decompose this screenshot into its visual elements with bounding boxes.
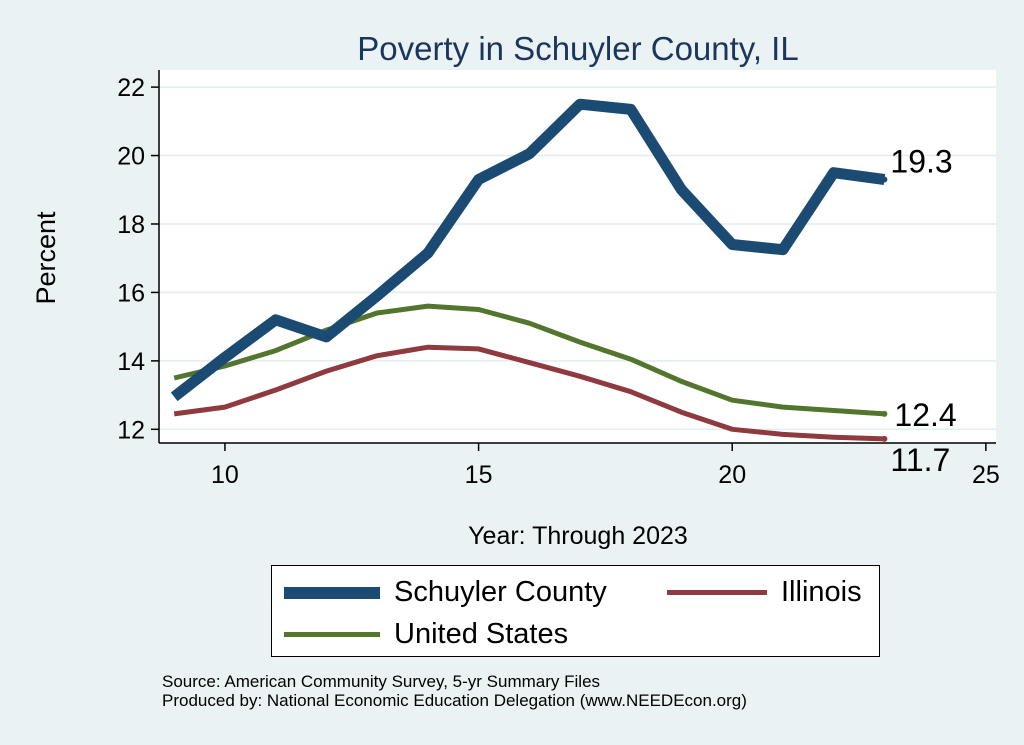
legend-swatch-illinois xyxy=(667,590,767,595)
x-tick-label: 20 xyxy=(718,461,746,489)
legend-label-us: United States xyxy=(394,618,568,651)
y-tick-label: 20 xyxy=(117,143,145,171)
end-value-label: 11.7 xyxy=(890,442,950,478)
legend-item-schuyler: Schuyler County xyxy=(284,576,607,609)
chart-title: Poverty in Schuyler County, IL xyxy=(357,30,798,67)
y-tick-label: 22 xyxy=(117,74,145,102)
legend-item-illinois: Illinois xyxy=(667,576,862,609)
legend: Schuyler County Illinois United States xyxy=(271,565,880,657)
y-axis-label: Percent xyxy=(31,211,61,305)
producer-line: Produced by: National Economic Education… xyxy=(162,691,747,710)
legend-label-schuyler: Schuyler County xyxy=(394,576,607,609)
x-axis-label: Year: Through 2023 xyxy=(468,522,688,550)
end-value-label: 19.3 xyxy=(890,144,952,180)
y-tick-label: 14 xyxy=(117,348,145,376)
legend-label-illinois: Illinois xyxy=(781,576,862,609)
end-marker xyxy=(881,411,887,417)
source-line: Source: American Community Survey, 5-yr … xyxy=(162,672,747,691)
y-tick-label: 18 xyxy=(117,211,145,239)
source-note: Source: American Community Survey, 5-yr … xyxy=(162,672,747,710)
legend-item-us: United States xyxy=(284,618,568,651)
end-marker xyxy=(881,177,887,183)
x-tick-label: 25 xyxy=(972,461,1000,489)
y-tick-label: 16 xyxy=(117,279,145,307)
x-tick-label: 10 xyxy=(211,461,239,489)
legend-swatch-us xyxy=(284,632,380,637)
x-tick-label: 15 xyxy=(465,461,493,489)
y-tick-label: 12 xyxy=(117,416,145,444)
legend-swatch-schuyler xyxy=(284,587,380,599)
end-value-label: 12.4 xyxy=(894,397,956,433)
end-marker xyxy=(881,436,887,442)
